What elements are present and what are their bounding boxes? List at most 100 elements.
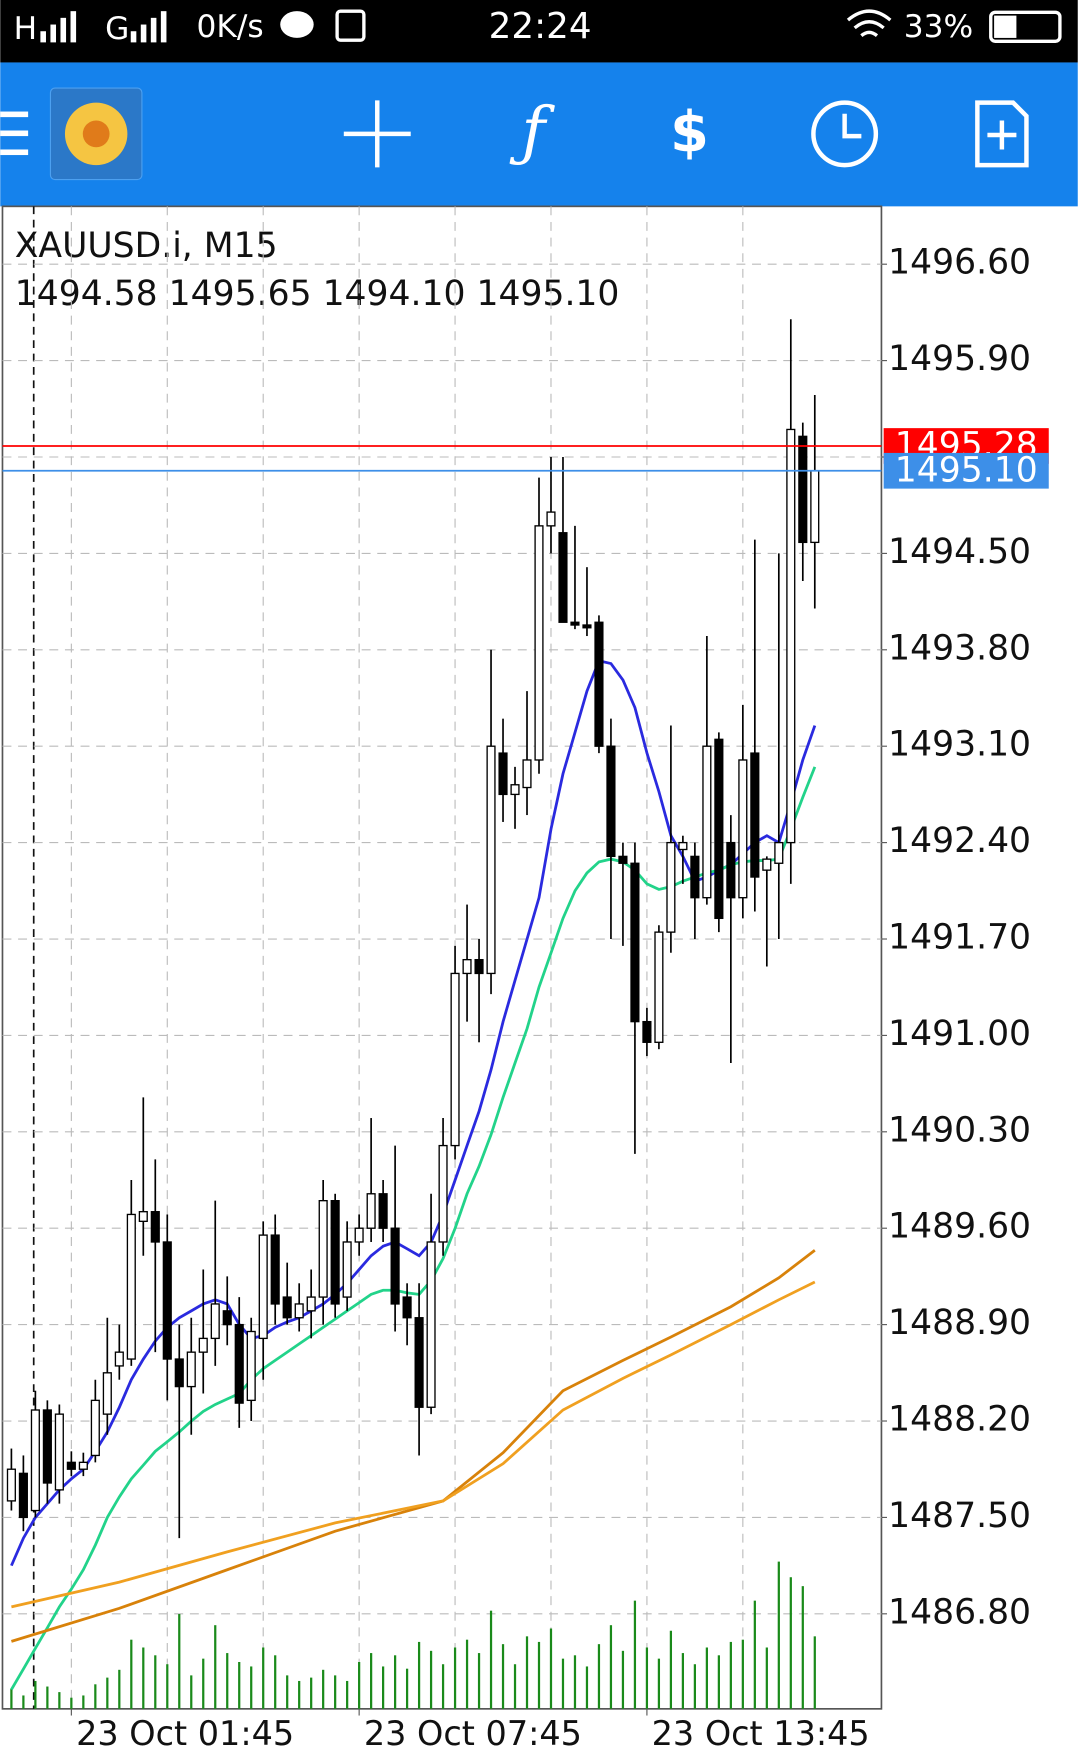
candle-body: [246, 1330, 256, 1402]
volume-bar: [382, 1666, 385, 1709]
candle-body: [366, 1193, 376, 1229]
volume-bar: [717, 1655, 720, 1709]
volume-bar: [346, 1680, 349, 1709]
price-tag-label: 1495.10: [895, 450, 1038, 490]
volume-bar: [621, 1650, 625, 1709]
volume-bar: [609, 1625, 613, 1709]
candle-body: [522, 759, 532, 789]
candle-body: [510, 784, 520, 796]
candle-body: [342, 1241, 352, 1298]
y-tick-label: 1488.90: [888, 1303, 1031, 1343]
timeframe-button[interactable]: [811, 100, 879, 168]
candle-body: [42, 1409, 52, 1484]
app-icon: [335, 9, 366, 42]
candle-body: [582, 624, 592, 629]
volume-bar: [585, 1666, 589, 1709]
volume-bar: [453, 1647, 457, 1709]
volume-bar: [58, 1692, 61, 1709]
candle-body: [330, 1200, 340, 1305]
volume-bar: [669, 1630, 673, 1709]
candle-body: [750, 752, 760, 878]
volume-bar: [429, 1650, 433, 1709]
volume-bar: [549, 1628, 553, 1709]
volume-bar: [310, 1677, 313, 1709]
y-tick-label: 1495.90: [888, 339, 1031, 379]
moving-average: [10, 1249, 816, 1643]
candle-body: [402, 1296, 412, 1319]
candle-body: [294, 1303, 304, 1319]
candle-body: [414, 1317, 424, 1408]
candle-body: [726, 841, 736, 899]
volume-bar: [130, 1639, 133, 1709]
volume-bar: [178, 1614, 181, 1709]
volume-bar: [370, 1653, 373, 1709]
candle-body: [762, 858, 772, 871]
volume-bar: [813, 1636, 816, 1709]
volume-bar: [525, 1636, 529, 1709]
menu-button[interactable]: [0, 111, 29, 156]
y-tick-label: 1496.60: [888, 243, 1031, 283]
candle-body: [306, 1296, 316, 1312]
candle-body: [114, 1351, 124, 1367]
candle-body: [210, 1303, 220, 1340]
volume-bar: [417, 1641, 421, 1709]
volume-bar: [334, 1675, 337, 1709]
volume-bar: [226, 1653, 229, 1709]
volume-bar: [741, 1639, 744, 1709]
candle-body: [54, 1413, 64, 1491]
battery-icon: [989, 10, 1062, 43]
candle-body: [654, 931, 664, 1043]
candle-body: [66, 1461, 76, 1470]
volume-bar: [657, 1658, 661, 1709]
volume-bar: [633, 1600, 637, 1709]
volume-bar: [537, 1641, 541, 1709]
candle-body: [426, 1241, 436, 1408]
candle-body: [150, 1211, 160, 1243]
candle-body: [786, 428, 796, 844]
x-tick-label: 23 Oct 07:45: [364, 1714, 582, 1749]
clock: 22:24: [489, 6, 592, 47]
new-order-button[interactable]: [975, 100, 1029, 168]
moving-average: [10, 659, 817, 1567]
volume-bar: [513, 1664, 517, 1709]
volume-bar: [693, 1664, 696, 1709]
volume-bar: [70, 1697, 73, 1709]
volume-bar: [597, 1644, 601, 1709]
trade-button[interactable]: $: [670, 100, 709, 165]
candle-body: [18, 1472, 28, 1519]
candle-body: [30, 1409, 40, 1512]
crosshair-button[interactable]: [343, 100, 411, 168]
volume-bar: [286, 1675, 289, 1709]
symbol-label: XAUUSD.i, M15: [15, 226, 278, 266]
volume-bar: [274, 1655, 277, 1709]
volume-bar: [393, 1655, 397, 1709]
volume-bar: [202, 1658, 205, 1709]
volume-bar: [765, 1647, 768, 1709]
candle-body: [606, 745, 616, 858]
candle-body: [474, 958, 484, 975]
candle-body: [270, 1234, 280, 1305]
candle-body: [462, 958, 472, 975]
ohlc-label: 1494.58 1495.65 1494.10 1495.10: [15, 274, 620, 314]
candle-body: [438, 1144, 448, 1243]
volume-bar: [801, 1586, 804, 1709]
y-tick-label: 1493.80: [888, 628, 1031, 668]
volume-bar: [729, 1641, 732, 1709]
candle-body: [450, 972, 460, 1147]
x-tick-label: 23 Oct 13:45: [652, 1714, 870, 1749]
candle-body: [498, 752, 508, 796]
volume-bar: [154, 1655, 157, 1709]
candle-body: [198, 1337, 208, 1353]
volume-bar: [705, 1647, 708, 1709]
candle-body: [174, 1358, 184, 1388]
status-bar: [0, 0, 1078, 63]
signal-icon: [130, 11, 167, 43]
volume-bar: [214, 1625, 217, 1709]
volume-bar: [238, 1661, 241, 1709]
y-tick-label: 1486.80: [888, 1592, 1031, 1632]
toolbar: [0, 62, 1078, 207]
plot-area: [1, 205, 883, 1710]
volume-bar: [142, 1647, 145, 1709]
wifi-icon: [846, 9, 892, 38]
network-label: G: [105, 11, 129, 47]
